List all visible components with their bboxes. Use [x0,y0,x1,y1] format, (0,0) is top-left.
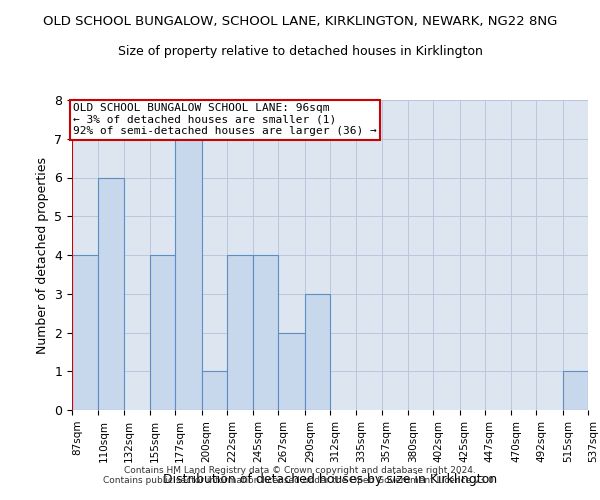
Bar [227,255,253,410]
Bar [305,294,330,410]
Bar [72,255,98,410]
Text: OLD SCHOOL BUNGALOW SCHOOL LANE: 96sqm
← 3% of detached houses are smaller (1)
9: OLD SCHOOL BUNGALOW SCHOOL LANE: 96sqm ←… [73,103,377,136]
Bar [98,178,124,410]
Bar [563,371,588,410]
Bar [278,332,305,410]
Text: Size of property relative to detached houses in Kirklington: Size of property relative to detached ho… [118,45,482,58]
Bar [150,255,175,410]
Bar [175,138,202,410]
X-axis label: Distribution of detached houses by size in Kirklington: Distribution of detached houses by size … [163,473,497,486]
Text: Contains HM Land Registry data © Crown copyright and database right 2024.
Contai: Contains HM Land Registry data © Crown c… [103,466,497,485]
Y-axis label: Number of detached properties: Number of detached properties [36,156,49,354]
Text: OLD SCHOOL BUNGALOW, SCHOOL LANE, KIRKLINGTON, NEWARK, NG22 8NG: OLD SCHOOL BUNGALOW, SCHOOL LANE, KIRKLI… [43,15,557,28]
Bar [202,371,227,410]
Bar [253,255,278,410]
